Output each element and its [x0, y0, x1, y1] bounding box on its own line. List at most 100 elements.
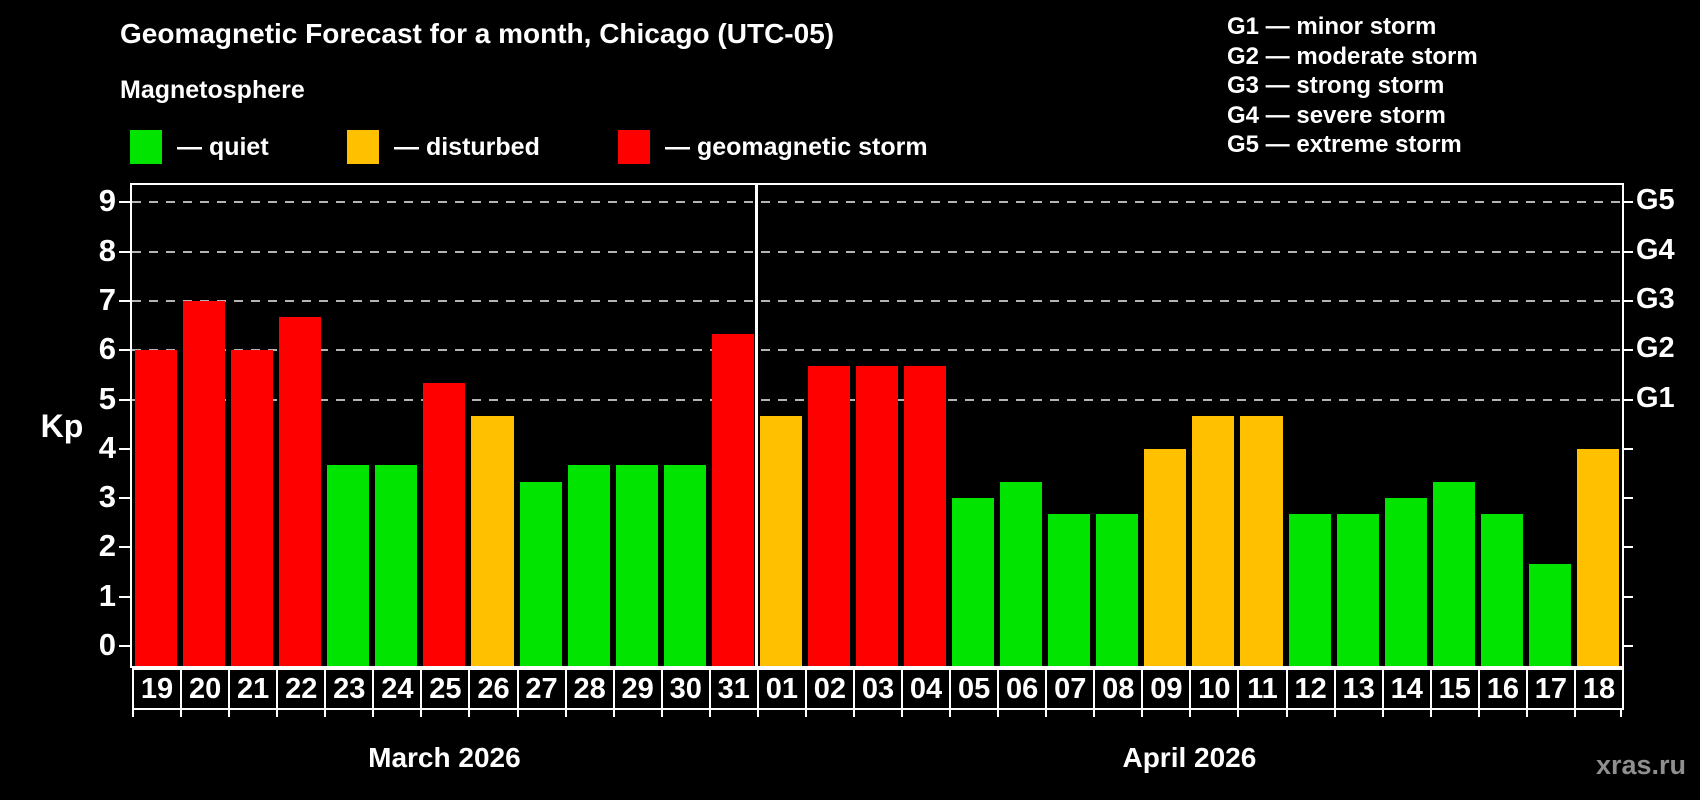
g-scale-legend: G1 — minor storm G2 — moderate storm G3 … [1227, 12, 1478, 160]
kp-bar-day-24 [375, 465, 418, 666]
left-axis-tick-2 [119, 546, 130, 549]
day-label-13: 13 [1333, 668, 1384, 710]
gridline-kp-6 [132, 349, 1622, 352]
gridline-kp-7 [132, 299, 1622, 302]
left-axis-tick-8 [119, 250, 130, 253]
day-axis: 19 20 21 22 23 24 25 26 27 28 29 30 31 01 02 03 04 05 06 07… [132, 668, 1624, 717]
kp-bar-day-10 [1192, 415, 1235, 666]
right-axis-tick-1 [1622, 595, 1633, 598]
g4-legend-line: G4 — severe storm [1227, 101, 1446, 129]
day-label-17: 17 [1525, 668, 1576, 710]
month-label-march: March 2026 [368, 742, 521, 773]
right-axis-tick-8 [1622, 250, 1633, 253]
day-boundary-tick [564, 710, 567, 717]
page-title: Geomagnetic Forecast for a month, Chicag… [120, 18, 835, 49]
day-boundary-tick [1045, 710, 1048, 717]
day-boundary-tick [516, 710, 519, 717]
day-boundary-tick [132, 710, 134, 717]
day-label-12: 12 [1285, 668, 1336, 710]
legend-disturbed-label: — disturbed [394, 132, 540, 161]
kp-bar-day-20 [183, 300, 226, 666]
g-scale-label-G5: G5 [1636, 184, 1675, 217]
g5-legend-line: G5 — extreme storm [1227, 131, 1462, 158]
day-label-16: 16 [1477, 668, 1528, 710]
kp-bar-day-21 [231, 350, 274, 666]
gridline-kp-8 [132, 250, 1622, 253]
legend-quiet-label: — quiet [177, 132, 269, 161]
day-boundary-tick [997, 710, 1000, 717]
g3-legend-line: G3 — strong storm [1227, 72, 1445, 99]
day-boundary-tick [1237, 710, 1240, 717]
day-label-02: 02 [804, 668, 855, 710]
day-boundary-tick [228, 710, 231, 717]
day-boundary-tick [1620, 710, 1622, 717]
day-boundary-tick [852, 710, 855, 717]
kp-bar-day-26 [471, 415, 514, 666]
kp-bar-day-23 [327, 465, 370, 666]
day-boundary-tick [1285, 710, 1288, 717]
kp-bar-day-01 [759, 415, 802, 666]
day-label-09: 09 [1141, 668, 1192, 710]
legend-item-quiet: — quiet [130, 129, 269, 165]
day-label-04: 04 [901, 668, 952, 710]
kp-bar-day-17 [1528, 563, 1571, 666]
kp-axis-title: Kp [40, 408, 84, 444]
day-boundary-tick [804, 710, 807, 717]
kp-bar-day-13 [1336, 514, 1379, 666]
kp-tick-label-9: 9 [98, 183, 116, 219]
day-label-30: 30 [660, 668, 711, 710]
left-axis-tick-4 [119, 447, 130, 450]
day-label-23: 23 [324, 668, 375, 710]
quiet-swatch-icon [130, 130, 162, 164]
day-label-27: 27 [516, 668, 567, 710]
day-boundary-tick [1141, 710, 1144, 717]
day-label-01: 01 [756, 668, 807, 710]
day-boundary-tick [1381, 710, 1384, 717]
kp-tick-label-3: 3 [98, 479, 116, 515]
kp-tick-label-1: 1 [98, 577, 116, 613]
day-label-31: 31 [708, 668, 759, 710]
kp-bar-chart-plot-area: 0 1 2 3 4 5 6 7 8 9 G1 G2 G3 G4 G5 [99, 183, 1675, 668]
right-axis-tick-7 [1622, 299, 1633, 302]
day-label-29: 29 [612, 668, 663, 710]
left-axis-tick-1 [119, 595, 130, 598]
magnetosphere-heading: Magnetosphere [120, 76, 305, 104]
left-axis-tick-5 [119, 398, 130, 401]
right-axis-tick-4 [1622, 447, 1633, 450]
day-boundary-tick [468, 710, 471, 717]
kp-bar-day-18 [1576, 448, 1619, 666]
day-boundary-tick [372, 710, 375, 717]
day-boundary-tick [1189, 710, 1192, 717]
day-boundary-tick [1093, 710, 1096, 717]
g1-legend-line: G1 — minor storm [1227, 13, 1437, 40]
day-label-07: 07 [1045, 668, 1096, 710]
day-label-03: 03 [852, 668, 904, 710]
kp-bar-day-15 [1432, 481, 1475, 666]
g-scale-label-G2: G2 [1636, 332, 1675, 365]
month-label-april: April 2026 [1122, 742, 1257, 773]
kp-bar-day-09 [1144, 448, 1187, 666]
legend-item-disturbed: — disturbed [347, 129, 540, 165]
legend-storm-label: — geomagnetic storm [665, 132, 928, 161]
day-boundary-tick [756, 710, 759, 717]
kp-bar-day-12 [1288, 514, 1331, 666]
storm-swatch-icon [618, 130, 650, 164]
day-label-15: 15 [1429, 668, 1480, 710]
right-axis-tick-2 [1622, 546, 1633, 549]
g-scale-label-G1: G1 [1636, 381, 1675, 414]
kp-bar-day-30 [663, 465, 706, 666]
day-label-14: 14 [1381, 668, 1432, 710]
day-boundary-tick [901, 710, 904, 717]
day-label-25: 25 [420, 668, 471, 710]
day-boundary-tick [949, 710, 952, 717]
day-label-18: 18 [1573, 668, 1624, 710]
day-boundary-tick [612, 710, 615, 717]
day-label-20: 20 [180, 668, 231, 710]
kp-bar-day-14 [1384, 498, 1427, 666]
day-label-26: 26 [468, 668, 519, 710]
day-label-21: 21 [228, 668, 279, 710]
day-label-28: 28 [564, 668, 615, 710]
kp-bar-day-04 [904, 366, 947, 666]
kp-tick-label-6: 6 [98, 331, 116, 367]
day-boundary-tick [324, 710, 327, 717]
